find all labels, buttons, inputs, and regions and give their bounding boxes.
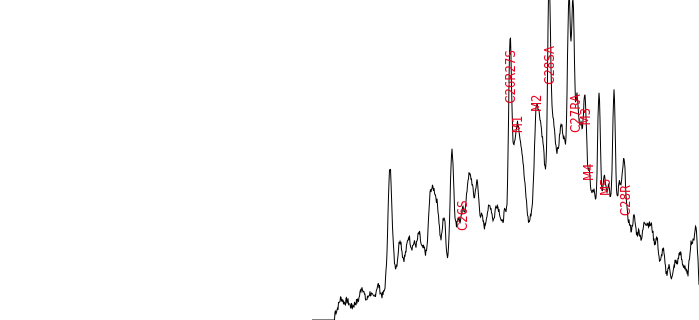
peak-label-c28sa: C28SA (543, 46, 558, 85)
trace-layer (312, 0, 699, 320)
peak-label-m5: M5 (599, 179, 614, 197)
peak-label-c28r: C28R (619, 185, 634, 216)
peak-label-c27ra: C27RA (569, 94, 584, 133)
peak-label-c26s: C26S (456, 200, 471, 230)
peak-label-m2: M2 (530, 95, 545, 113)
chromatogram-trace (312, 0, 699, 320)
peak-label-m3: M3 (579, 108, 594, 126)
peak-label-m4: M4 (582, 164, 597, 182)
peak-label-m1: M1 (511, 116, 526, 134)
peak-label-c26r27s: C26R27S (504, 50, 519, 103)
